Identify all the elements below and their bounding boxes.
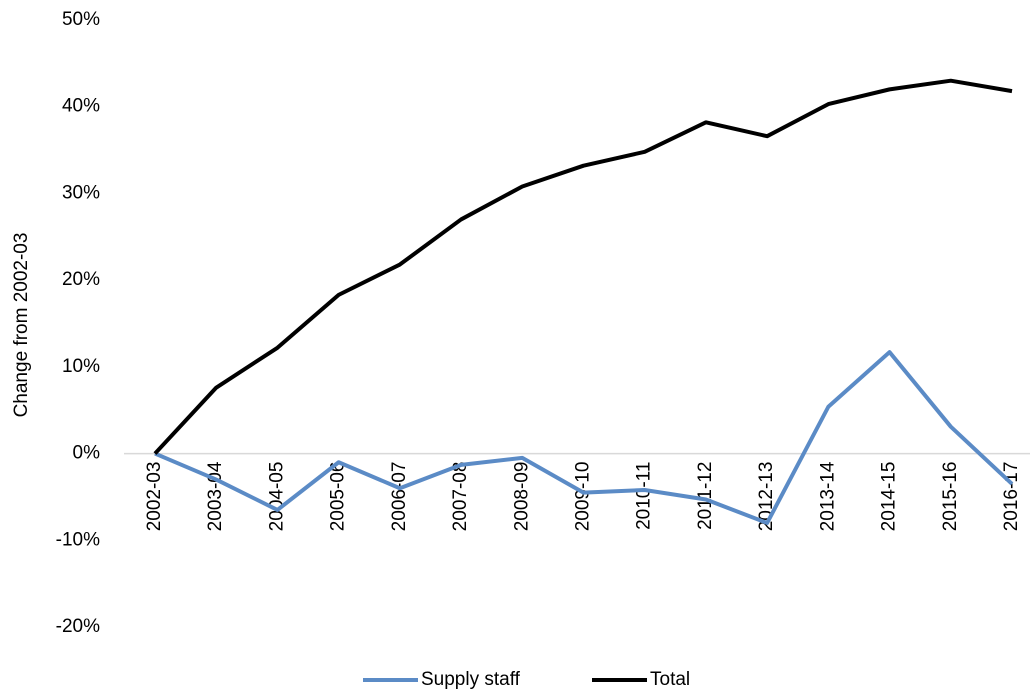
y-tick-label: -20%	[56, 616, 100, 637]
x-tick-label: 2009-10	[573, 462, 594, 532]
x-tick-label: 2016-17	[1001, 462, 1022, 532]
y-axis-label: Change from 2002-03	[11, 233, 32, 418]
y-tick-label: 10%	[62, 356, 100, 377]
x-tick-label: 2002-03	[144, 462, 165, 532]
y-tick-label: 0%	[73, 443, 101, 464]
legend-label: Total	[650, 669, 690, 690]
x-tick-label: 2013-14	[817, 461, 838, 531]
series-line	[154, 350, 1014, 525]
y-tick-label: 50%	[62, 9, 100, 30]
x-tick-label: 2008-09	[511, 462, 532, 532]
series-line	[153, 78, 1013, 455]
x-tick-label: 2003-04	[205, 461, 226, 531]
x-tick-label: 2014-15	[879, 462, 900, 532]
x-tick-label: 2015-16	[940, 462, 961, 532]
x-tick-label: 2004-05	[266, 462, 287, 532]
y-tick-label: 30%	[62, 182, 100, 203]
x-tick-label: 2006-07	[389, 462, 410, 532]
x-tick-label: 2005-06	[328, 462, 349, 532]
y-tick-label: 40%	[62, 96, 100, 117]
x-tick-label: 2007-08	[450, 462, 471, 532]
x-tick-label: 2010-11	[634, 462, 655, 530]
legend-label: Supply staff	[421, 669, 521, 690]
y-tick-label: -10%	[56, 529, 100, 550]
x-tick-label: 2011-12	[695, 462, 716, 530]
y-tick-label: 20%	[62, 269, 100, 290]
